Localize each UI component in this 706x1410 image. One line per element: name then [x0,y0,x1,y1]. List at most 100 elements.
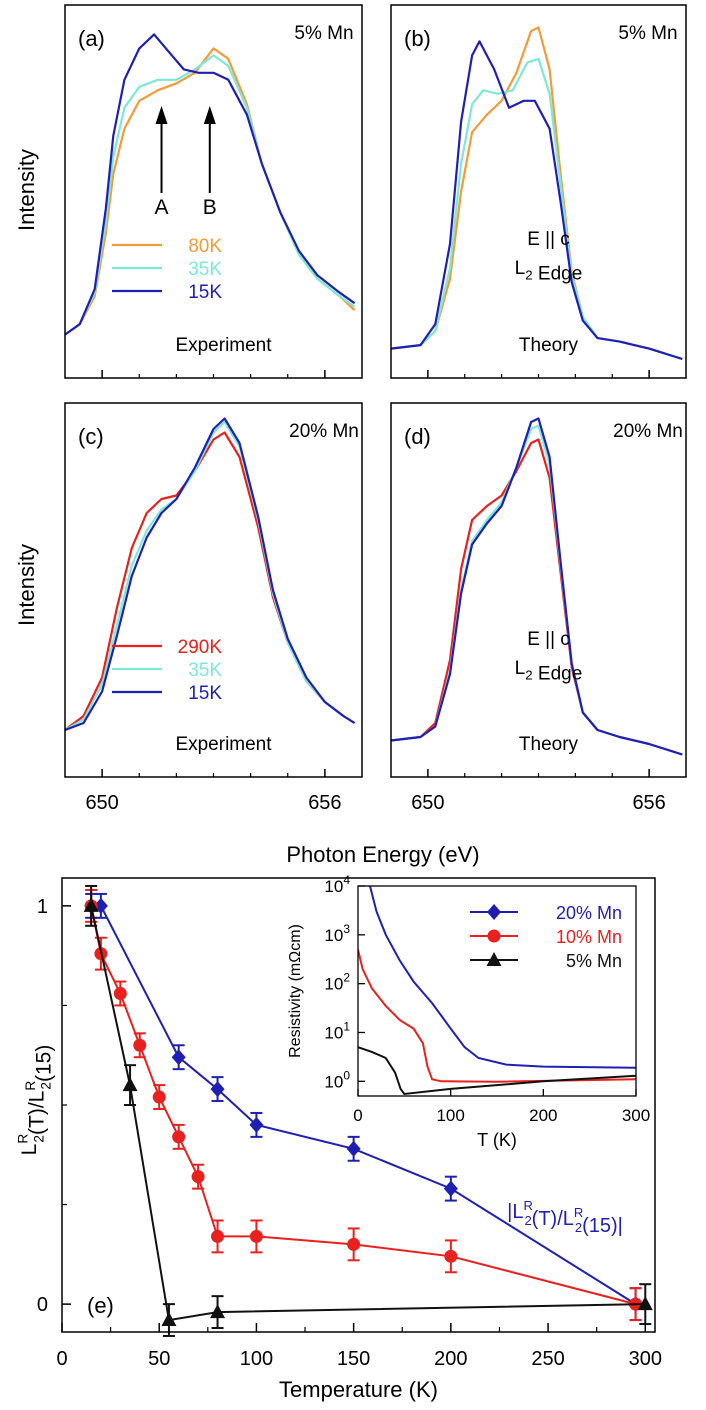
data-point-e-20pct-3 [210,1081,225,1098]
polarization-note-d: E || c [527,629,570,650]
x-tick-label-e-150: 150 [337,1348,370,1370]
plot-frame-b [390,4,687,379]
caption-b: Theory [519,335,579,356]
caption-a: Experiment [175,335,272,356]
arrow-label-a: A [155,196,169,219]
data-point-e-10pct-9 [347,1237,361,1251]
spectra-y-label-top: Intensity [14,149,39,231]
series-line-d-15k [390,417,683,756]
data-point-e-5pct-4 [637,1296,653,1311]
x-tick-label-c-656: 656 [308,792,341,814]
inset-y-tick-label-1000: 103 [324,922,350,945]
data-point-e-10pct-2 [113,986,127,1000]
x-tick-label-e-100: 100 [240,1348,273,1370]
inset-series-line-20pct [369,886,636,1069]
panel-label-b: (b) [404,26,431,51]
data-point-e-20pct-2 [171,1049,186,1066]
series-line-b-80k [390,26,683,361]
composition-label-c: 20% Mn [289,421,359,442]
series-line-e-10pct [90,905,636,1306]
plot-frame-e [61,877,656,1333]
inset-legend-label-10pct: 10% Mn [556,927,622,947]
series-line-a-35k [64,54,356,336]
inset-background [358,886,636,1096]
inset-x-tick-label-300: 300 [622,1106,650,1125]
data-point-e-20pct-6 [443,1180,458,1197]
arrow-label-b: B [203,196,217,219]
inset-x-tick-label-0: 0 [353,1106,362,1125]
inset-legend-label-5pct: 5% Mn [566,951,622,971]
series-line-d-35k [390,424,683,756]
inset-legend-marker-5pct [486,952,502,966]
caption-c: Experiment [175,734,272,755]
edge-note-b: L2 Edge [515,258,583,285]
inset-x-tick-label-100: 100 [436,1106,464,1125]
legend-label-a-15k: 15K [188,282,222,303]
data-point-e-20pct-5 [346,1140,361,1157]
panel-label-e: (e) [87,1293,114,1318]
arrow-head-a [155,106,168,124]
data-point-e-5pct-0 [83,897,99,912]
plot-frame-c [64,402,363,778]
panel-label-a: (a) [78,26,105,51]
x-tick-label-d-650: 650 [411,792,444,814]
plot-frame-d [390,402,687,778]
x-tick-label-e-250: 250 [531,1348,564,1370]
legend-label-c-35k: 35K [188,660,222,681]
data-point-e-10pct-7 [211,1229,225,1243]
series-line-c-15k [64,417,356,732]
inset-x-tick-label-200: 200 [529,1106,557,1125]
inset-frame [357,885,637,1097]
panel-label-c: (c) [78,424,104,449]
composition-label-d: 20% Mn [613,421,683,442]
y-tick-label-e-1: 1 [37,896,48,918]
caption-d: Theory [519,734,579,755]
data-point-e-10pct-3 [133,1038,147,1052]
inset-y-tick-label-10000: 104 [324,873,350,896]
plot-frame-a [64,4,363,379]
panel-b: (b) 5% Mn Theory E || c L2 Edge [390,4,687,379]
polarization-note-b: E || c [527,229,570,250]
x-tick-label-e-0: 0 [56,1348,67,1370]
x-axis-label-e: Temperature (K) [279,1377,438,1402]
data-point-e-10pct-10 [444,1249,458,1263]
series-line-a-15k [64,33,356,336]
x-tick-label-c-650: 650 [85,792,118,814]
data-point-e-5pct-2 [161,1312,177,1327]
composition-label-b: 5% Mn [618,23,677,44]
ratio-annotation-e: |LR 2(T)/LR 2(15)| [507,1198,623,1237]
data-point-e-10pct-8 [249,1229,263,1243]
data-point-e-5pct-1 [122,1077,138,1092]
data-point-e-20pct-4 [249,1116,264,1133]
series-line-b-15k [390,40,683,361]
arrow-head-b [203,106,216,124]
inset-y-tick-label-10: 101 [324,1019,350,1042]
inset-x-axis-label: T (K) [477,1130,517,1150]
inset-legend-marker-10pct [487,929,501,943]
x-tick-label-e-300: 300 [629,1348,662,1370]
y-tick-label-e-0: 0 [37,1294,48,1316]
series-line-d-290k [390,438,683,756]
composition-label-a: 5% Mn [294,23,353,44]
spectra-x-label: Photon Energy (eV) [286,842,479,867]
x-tick-label-e-200: 200 [434,1348,467,1370]
series-line-c-35k [64,420,356,731]
y-axis-label-e: LR2(T)/LR2(15) [16,1045,56,1156]
inset-series-line-5pct [358,1046,636,1096]
data-point-e-10pct-6 [191,1170,205,1184]
legend-label-a-80k: 80K [188,236,222,257]
series-line-e-20pct [91,904,637,1305]
data-point-e-10pct-5 [172,1130,186,1144]
panel-label-d: (d) [404,424,431,449]
inset-series-line-10pct [358,949,636,1083]
inset-y-tick-label-100: 102 [324,971,350,994]
x-tick-label-e-50: 50 [148,1348,170,1370]
legend-label-c-15k: 15K [188,683,222,704]
inset-y-tick-label-1: 100 [324,1068,350,1091]
inset-y-axis-label: Resistivity (mΩcm) [287,924,304,1058]
inset-legend-marker-20pct [487,904,501,920]
